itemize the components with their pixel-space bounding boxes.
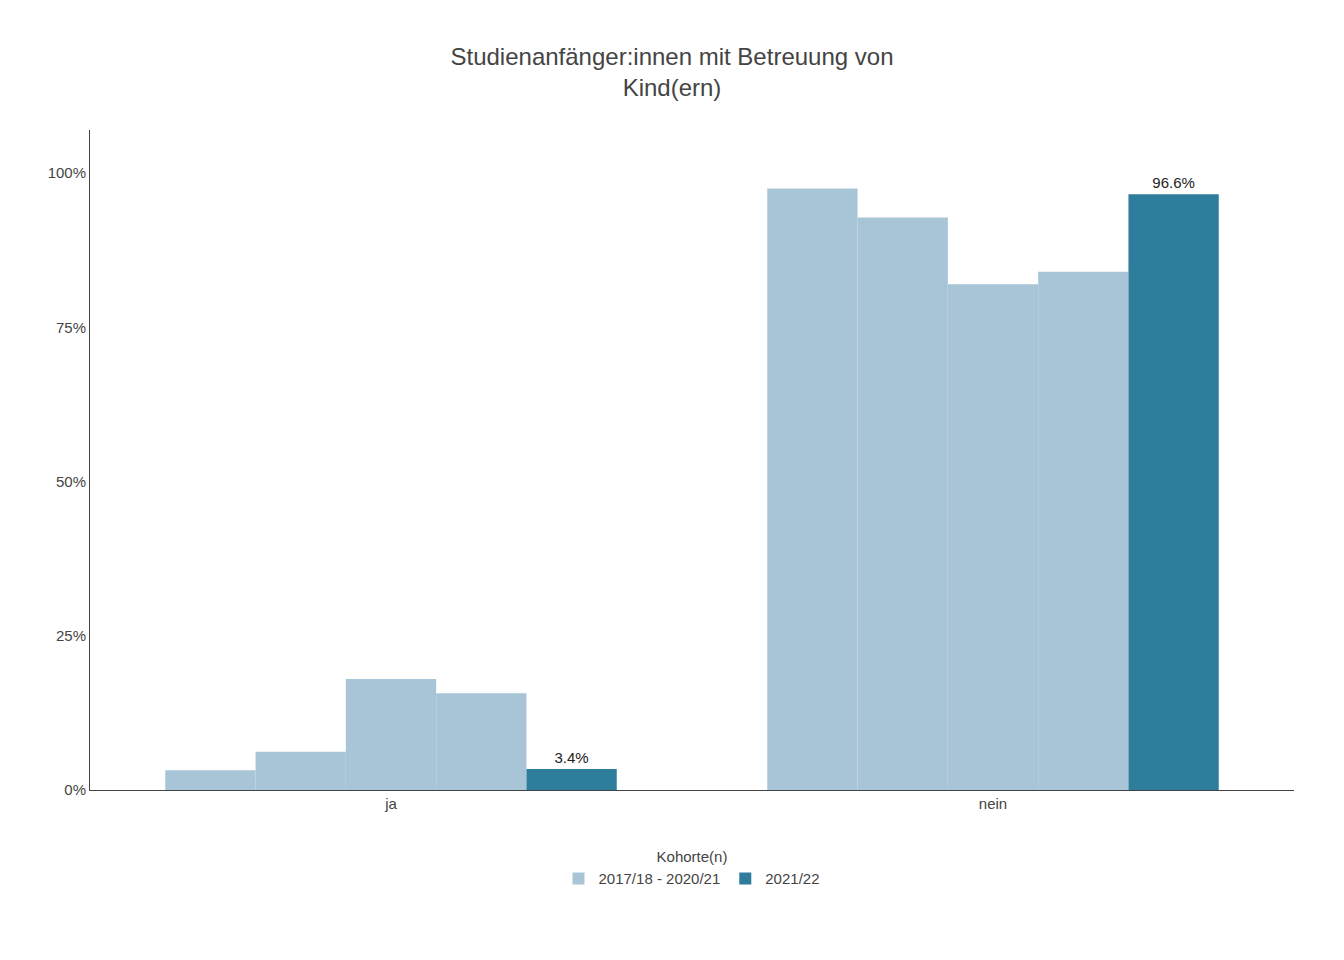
svg-text:ja: ja xyxy=(384,795,397,812)
svg-text:2021/22: 2021/22 xyxy=(765,870,819,887)
svg-text:nein: nein xyxy=(979,795,1007,812)
svg-text:Kohorte(n): Kohorte(n) xyxy=(657,848,728,865)
svg-text:Studienanfänger:innen mit Betr: Studienanfänger:innen mit Betreuung vonK… xyxy=(451,43,894,101)
svg-text:25%: 25% xyxy=(56,627,86,644)
svg-text:0%: 0% xyxy=(64,781,86,798)
svg-text:2017/18 - 2020/21: 2017/18 - 2020/21 xyxy=(599,870,721,887)
svg-text:3.4%: 3.4% xyxy=(554,749,588,766)
svg-text:50%: 50% xyxy=(56,473,86,490)
svg-text:96.6%: 96.6% xyxy=(1152,174,1195,191)
svg-text:100%: 100% xyxy=(48,164,86,181)
svg-text:75%: 75% xyxy=(56,319,86,336)
